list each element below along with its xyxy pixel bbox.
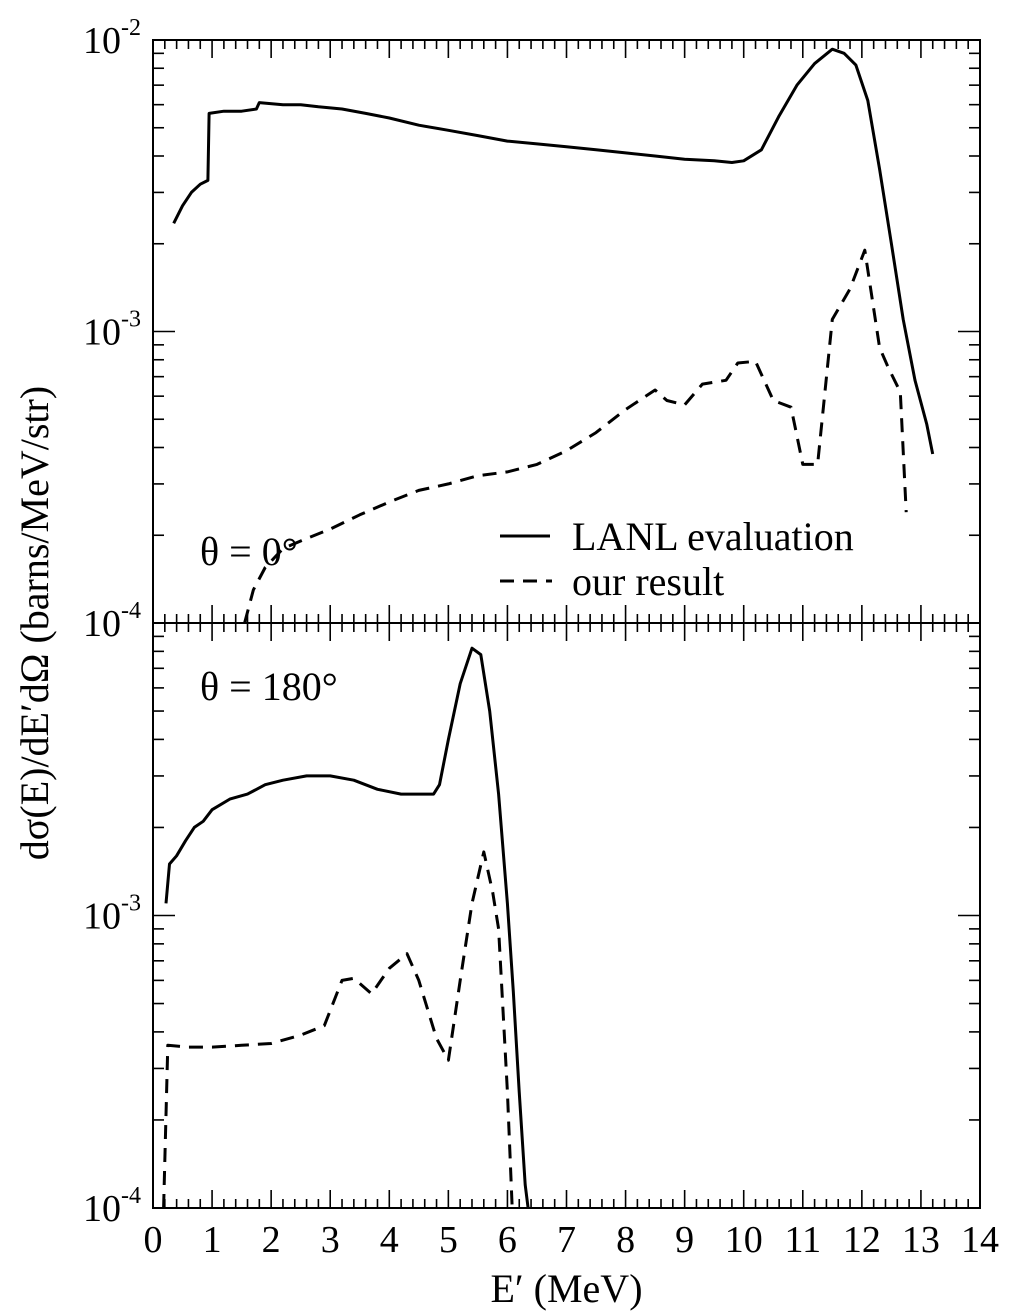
x-axis-label: E′ (MeV)	[490, 1266, 642, 1311]
x-tick-label: 12	[843, 1219, 881, 1261]
x-tick-label: 2	[262, 1219, 281, 1261]
y-tick-label-top: 10-4	[83, 598, 141, 645]
y-axis-label: dσ(E)/dE′dΩ (barns/MeV/str)	[12, 386, 57, 860]
x-tick-label: 1	[203, 1219, 222, 1261]
x-tick-label: 7	[557, 1219, 576, 1261]
panel-annotation-bottom: θ = 180°	[200, 664, 338, 709]
series-line-lanl-evaluation-bottom	[164, 646, 530, 1209]
x-tick-label: 9	[675, 1219, 694, 1261]
x-tick-label: 5	[439, 1219, 458, 1261]
y-tick-label-top: 10-2	[83, 15, 141, 62]
ticks-layer	[152, 39, 981, 1209]
x-tick-label: 0	[144, 1219, 163, 1261]
x-tick-label: 14	[961, 1219, 999, 1261]
x-tick-label: 10	[725, 1219, 763, 1261]
y-tick-label-top: 10-3	[83, 307, 141, 354]
x-tick-label: 3	[321, 1219, 340, 1261]
x-tick-label: 11	[784, 1219, 821, 1261]
x-tick-label: 6	[498, 1219, 517, 1261]
series-line-our-result-bottom	[162, 850, 514, 1209]
series-layer	[162, 47, 935, 1209]
legend-label-our-result: our result	[572, 559, 724, 604]
x-tick-label: 13	[902, 1219, 940, 1261]
plot-frame-bottom	[152, 622, 981, 1209]
panel-annotation-top: θ = 0°	[200, 529, 298, 574]
labels-layer: 10-410-310-2θ = 0°10-410-3θ = 180°0 1 2 3 4 5…	[12, 15, 999, 1311]
y-tick-label-bottom: 10-3	[83, 891, 141, 938]
series-line-lanl-evaluation-top	[172, 47, 935, 455]
x-tick-label: 8	[616, 1219, 635, 1261]
y-tick-label-bottom: 10-4	[83, 1183, 141, 1230]
x-tick-label: 4	[380, 1219, 399, 1261]
legend-label-lanl-evaluation: LANL evaluation	[572, 514, 854, 559]
